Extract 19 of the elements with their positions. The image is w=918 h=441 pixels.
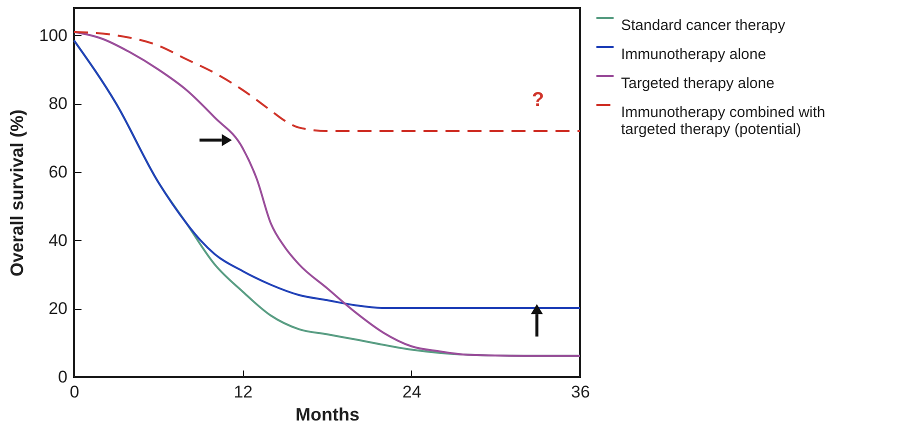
legend-label: Targeted therapy alone bbox=[621, 75, 774, 92]
y-tick-label: 40 bbox=[48, 230, 68, 250]
x-tick-label: 0 bbox=[70, 382, 80, 402]
x-tick-label: 24 bbox=[402, 382, 422, 402]
line-series bbox=[73, 39, 581, 309]
legend-label: Standard cancer therapy bbox=[621, 17, 786, 34]
y-tick-label: 20 bbox=[48, 299, 68, 318]
line-series bbox=[73, 30, 581, 132]
y-tick-label: 0 bbox=[58, 368, 68, 386]
y-tick-label: 100 bbox=[39, 26, 68, 45]
y-tick-label: 60 bbox=[48, 162, 68, 182]
legend-label: Immunotherapy combined with targeted therapy (potential) bbox=[621, 104, 826, 138]
y-axis-title: Overall survival (%) bbox=[7, 109, 28, 277]
legend-label: Immunotherapy alone bbox=[621, 46, 766, 63]
annotation: ? bbox=[532, 89, 544, 111]
x-tick-label: 12 bbox=[234, 382, 253, 402]
y-tick-label: 80 bbox=[48, 94, 68, 114]
x-axis-title: Months bbox=[296, 404, 360, 424]
x-tick-label: 36 bbox=[571, 382, 590, 402]
